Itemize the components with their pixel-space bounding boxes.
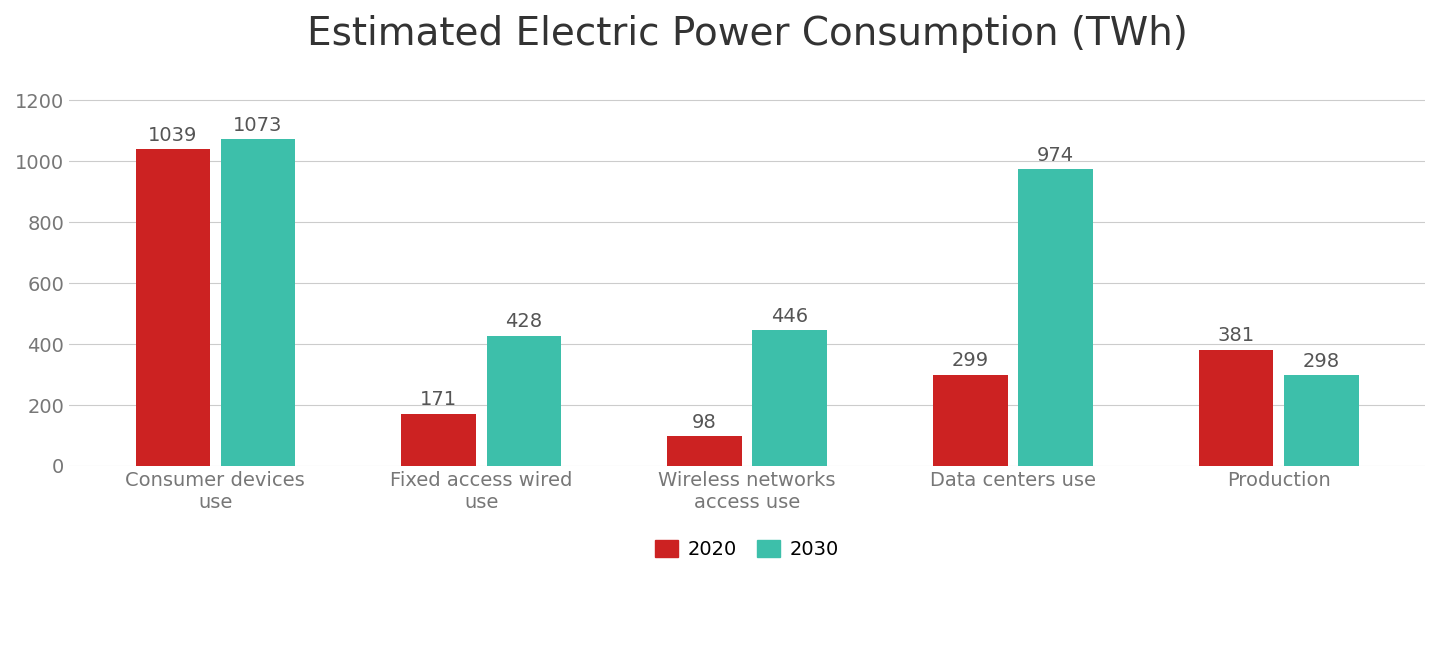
Text: 1039: 1039 — [148, 126, 197, 145]
Bar — [1200, 350, 1273, 466]
Text: 299: 299 — [952, 351, 989, 371]
Bar — [487, 336, 562, 466]
Text: 428: 428 — [505, 312, 543, 331]
Bar — [402, 414, 475, 466]
Text: 98: 98 — [693, 413, 717, 432]
Bar — [135, 149, 210, 466]
Text: 298: 298 — [1303, 352, 1339, 371]
Text: 446: 446 — [770, 306, 808, 326]
Bar — [1018, 169, 1093, 466]
Legend: 2020, 2030: 2020, 2030 — [647, 533, 847, 567]
Bar — [220, 139, 295, 466]
Text: 381: 381 — [1218, 326, 1254, 345]
Title: Estimated Electric Power Consumption (TWh): Estimated Electric Power Consumption (TW… — [307, 15, 1188, 53]
Bar — [752, 330, 827, 466]
Text: 974: 974 — [1037, 146, 1074, 165]
Text: 171: 171 — [420, 390, 458, 409]
Bar — [1284, 375, 1358, 466]
Text: 1073: 1073 — [233, 116, 282, 134]
Bar — [667, 436, 742, 466]
Bar — [933, 375, 1008, 466]
